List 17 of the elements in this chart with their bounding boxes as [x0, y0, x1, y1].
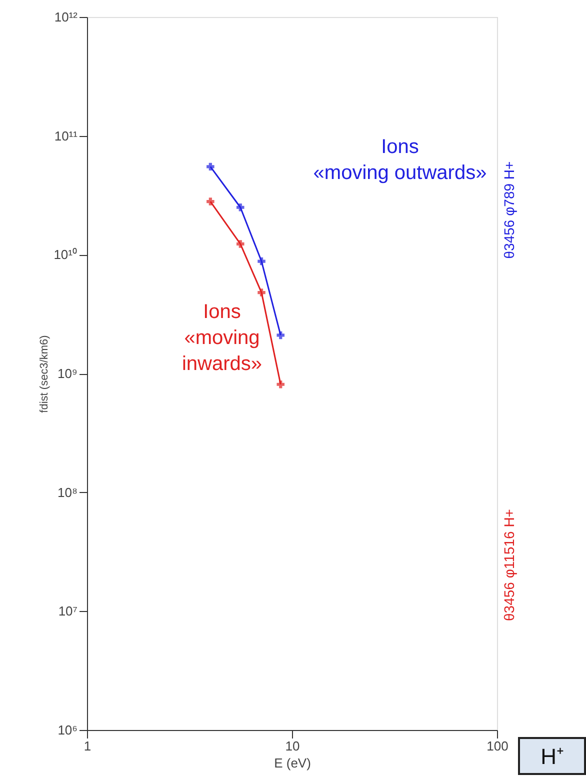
y-tick-label: 10⁹	[57, 366, 78, 381]
text: H⁺	[540, 744, 564, 769]
y-tick-label: 10¹¹	[54, 128, 78, 144]
y-tick-label: 10⁶	[58, 722, 78, 738]
series-label: Ions «moving inwards»	[182, 301, 262, 375]
text: θ3456 φ11516 H+	[501, 509, 517, 621]
y-tick-label: 10¹⁰	[54, 247, 78, 262]
y-tick-label: 10¹²	[54, 10, 78, 24]
y-tick-label: 10⁷	[58, 604, 78, 619]
y-axis-title: fdist (sec3/km6)	[38, 335, 51, 413]
x-tick-label: 10	[285, 738, 300, 754]
x-tick-label: 100	[486, 738, 508, 754]
text: θ3456 φ789 H+	[501, 161, 517, 259]
y-tick-label: 10⁸	[58, 484, 78, 500]
x-tick-label: 1	[84, 738, 92, 754]
text: Ions «moving outwards»	[313, 136, 487, 184]
x-axis-title: E (eV)	[274, 756, 311, 770]
